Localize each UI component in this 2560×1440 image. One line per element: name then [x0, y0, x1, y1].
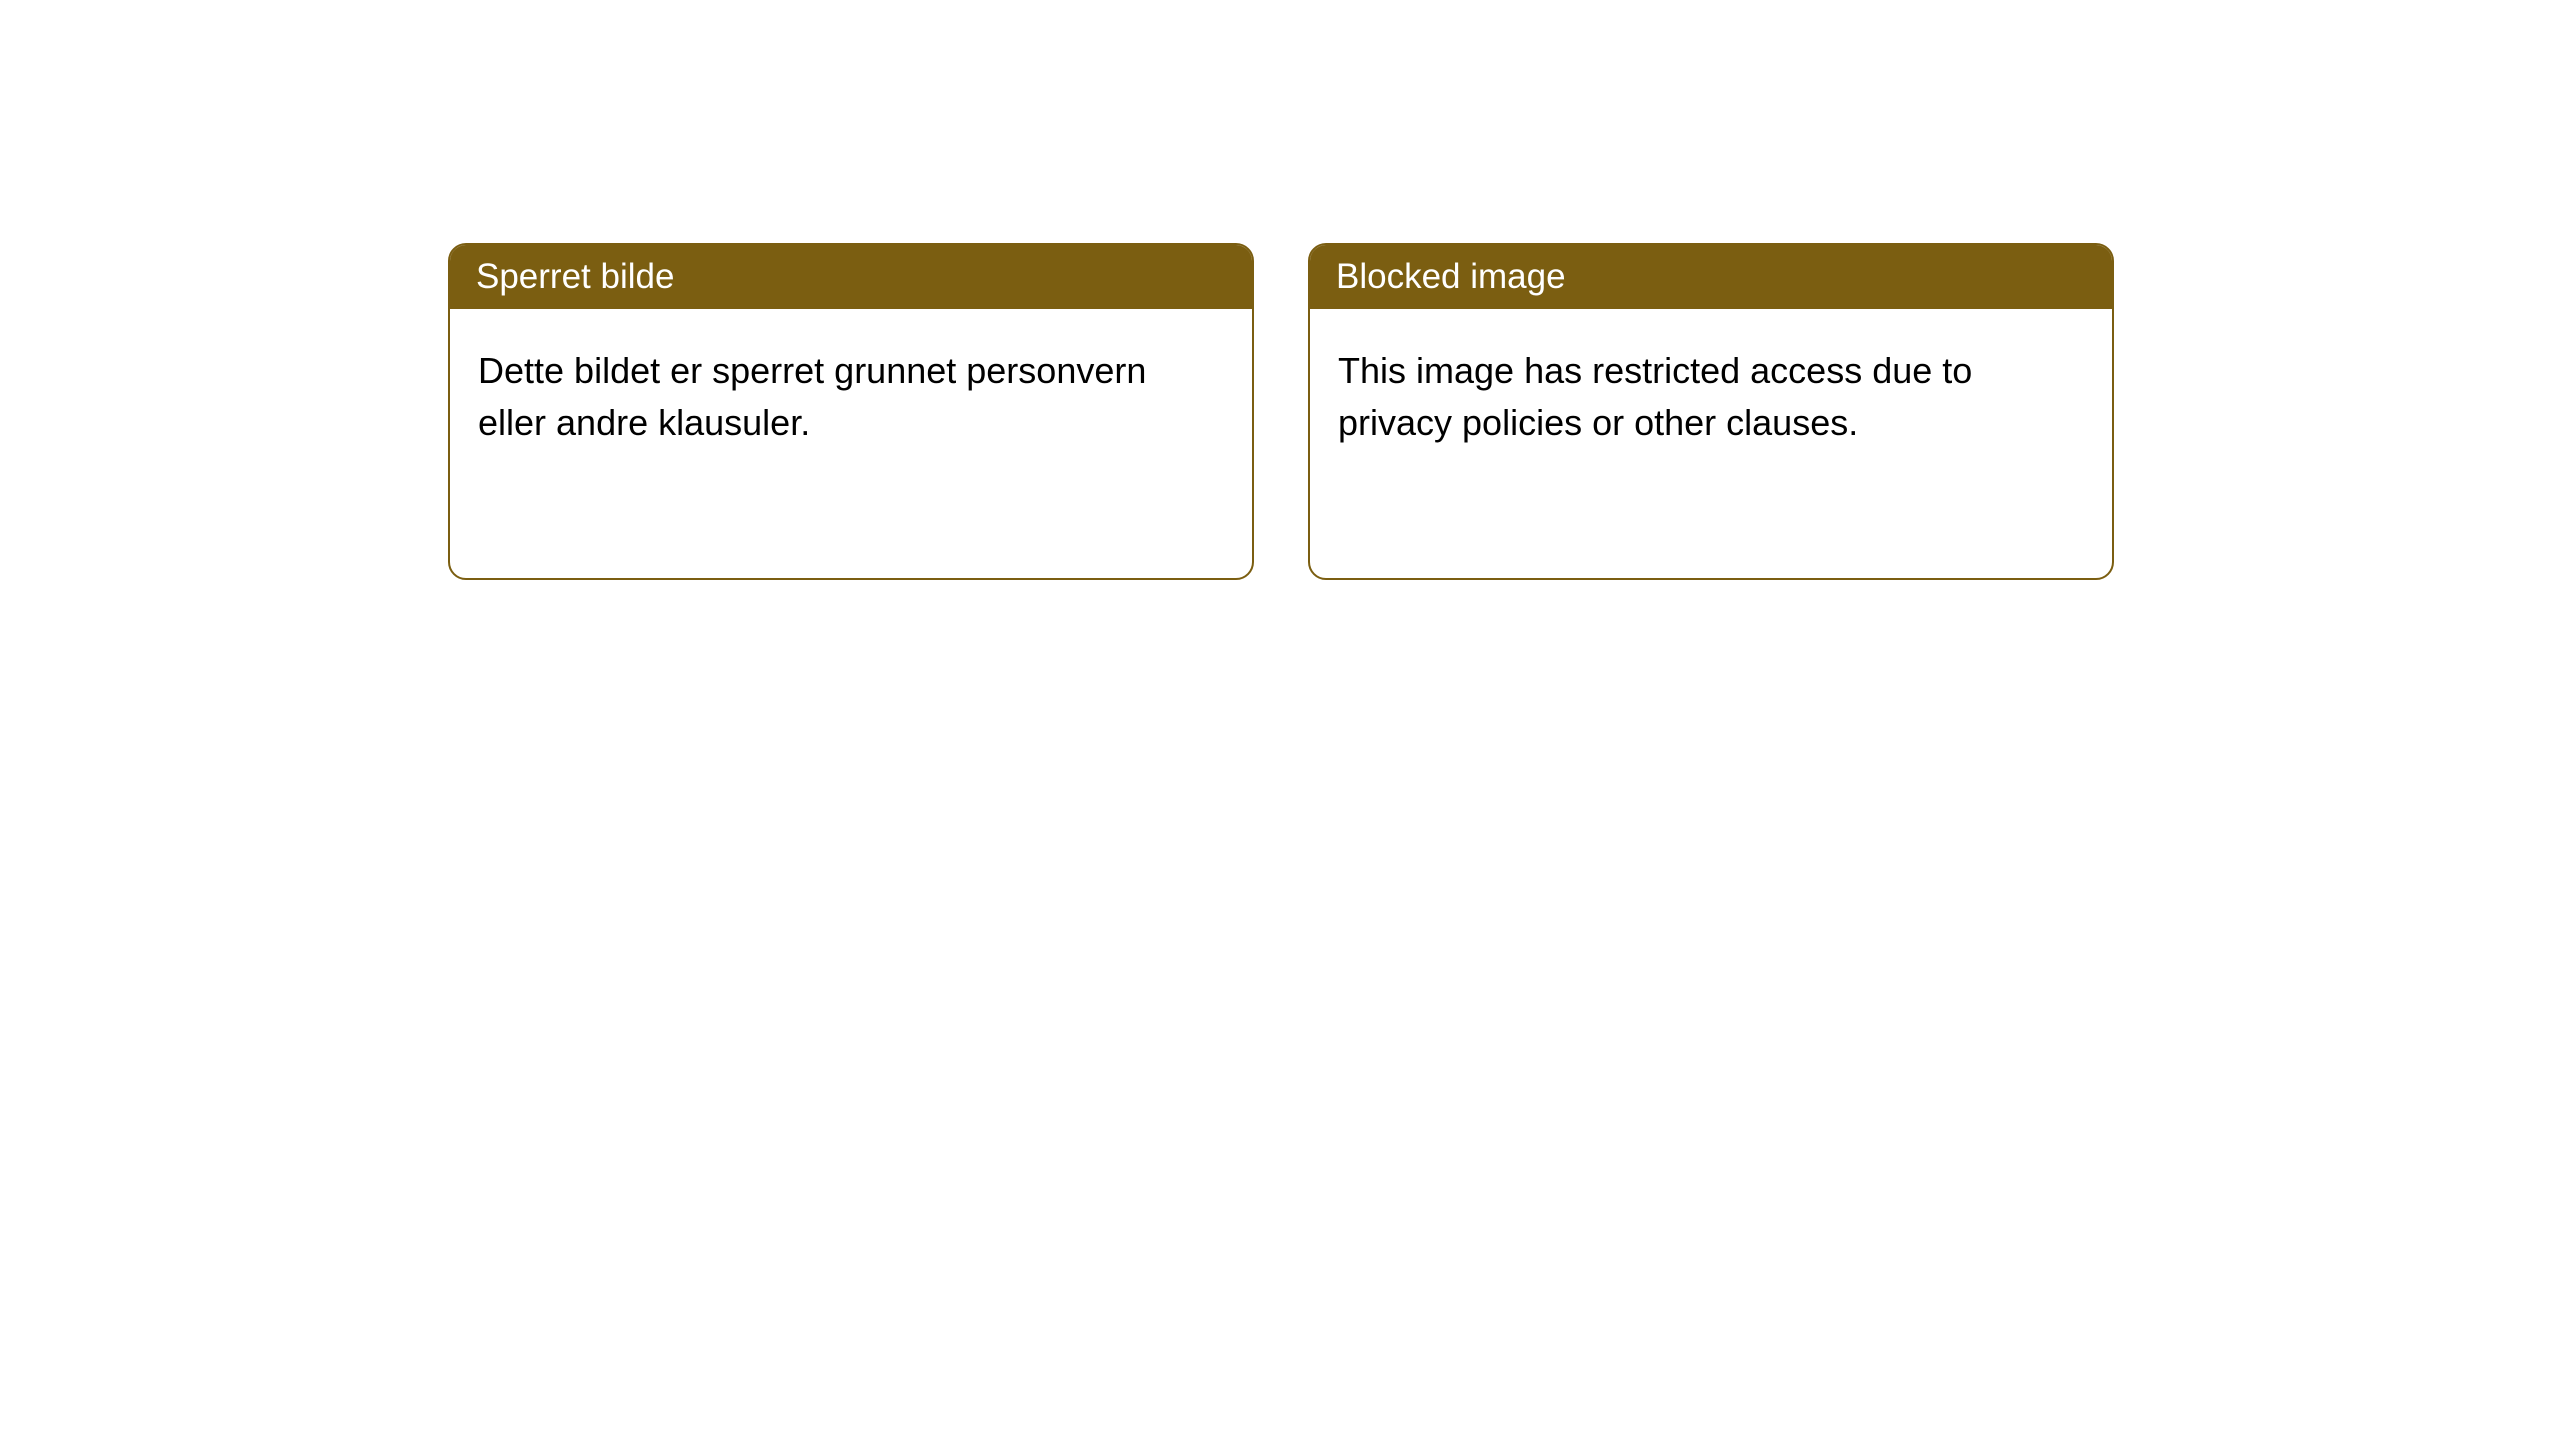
card-body: Dette bildet er sperret grunnet personve… — [450, 309, 1252, 485]
card-body: This image has restricted access due to … — [1310, 309, 2112, 485]
card-header: Sperret bilde — [450, 245, 1252, 309]
card-title: Blocked image — [1336, 257, 1566, 296]
notice-container: Sperret bilde Dette bildet er sperret gr… — [448, 243, 2114, 580]
card-header: Blocked image — [1310, 245, 2112, 309]
card-title: Sperret bilde — [476, 257, 674, 296]
card-body-text: Dette bildet er sperret grunnet personve… — [478, 350, 1146, 443]
notice-card-norwegian: Sperret bilde Dette bildet er sperret gr… — [448, 243, 1254, 580]
card-body-text: This image has restricted access due to … — [1338, 350, 1972, 443]
notice-card-english: Blocked image This image has restricted … — [1308, 243, 2114, 580]
